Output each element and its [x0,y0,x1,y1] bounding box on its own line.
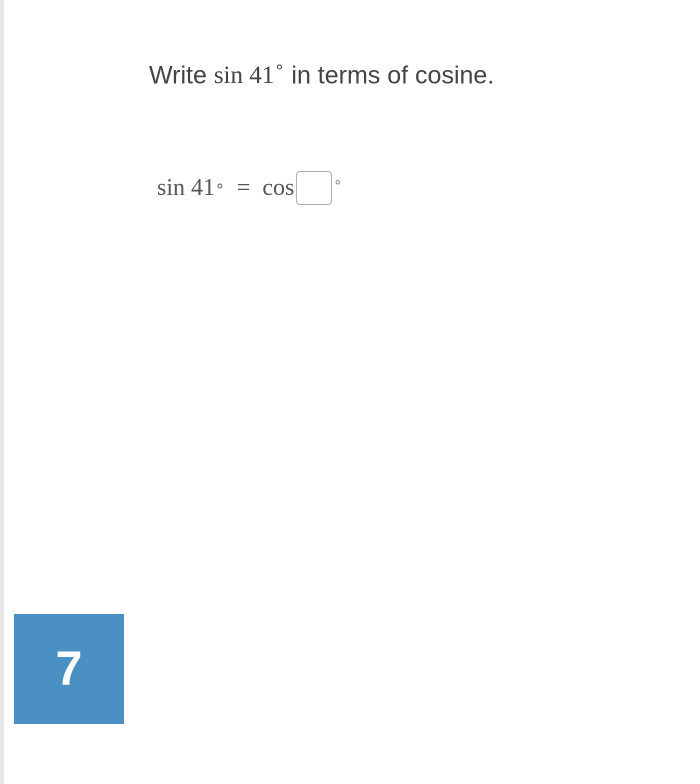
question-math: sin 41∘ [214,62,285,89]
rhs-func: cos [262,175,294,202]
question-number-value: 7 [56,642,83,697]
question-content: Write sin 41∘ in terms of cosine. sin 41… [4,0,700,205]
question-prefix: Write [149,61,214,89]
question-prompt: Write sin 41∘ in terms of cosine. [149,58,700,93]
rhs-degree: ∘ [333,174,342,191]
lhs-angle: 41 [191,175,215,202]
degree-symbol: ∘ [274,58,284,76]
sin-label: sin [214,62,243,89]
equals-sign: = [237,175,251,202]
lhs-func: sin [157,175,185,202]
angle-input[interactable] [296,171,332,205]
question-suffix: in terms of cosine. [284,61,494,89]
lhs-degree: ∘ [215,177,225,196]
equation-line: sin 41∘ = cos∘ [157,171,700,205]
angle-num: 41 [249,62,274,89]
question-number-badge: 7 [14,614,124,724]
